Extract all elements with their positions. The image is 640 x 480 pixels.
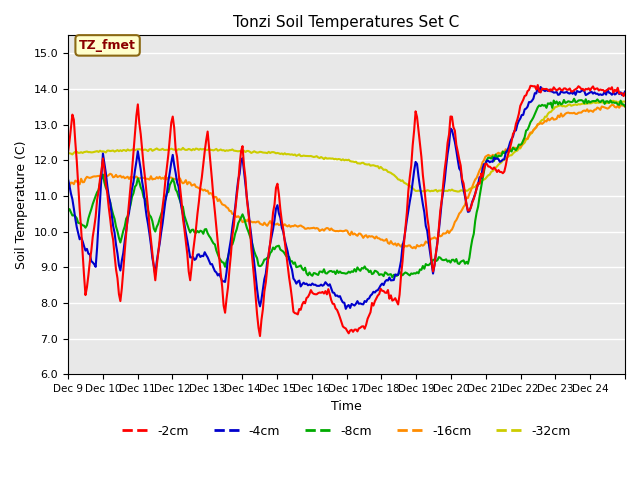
X-axis label: Time: Time bbox=[331, 400, 362, 413]
-8cm bbox=[100, 180, 108, 185]
-16cm bbox=[351, 230, 358, 236]
-16cm bbox=[100, 172, 108, 178]
-8cm bbox=[64, 208, 72, 214]
-8cm bbox=[83, 222, 91, 228]
-16cm bbox=[83, 174, 91, 180]
-8cm bbox=[545, 101, 553, 107]
-2cm bbox=[463, 202, 470, 207]
-4cm bbox=[64, 176, 72, 182]
-32cm bbox=[620, 99, 627, 105]
-2cm bbox=[83, 285, 91, 290]
-2cm bbox=[64, 149, 72, 155]
-16cm bbox=[412, 245, 419, 251]
-8cm bbox=[621, 103, 629, 109]
Line: -32cm: -32cm bbox=[68, 101, 625, 192]
-32cm bbox=[83, 149, 91, 155]
-8cm bbox=[570, 96, 578, 102]
-32cm bbox=[463, 188, 470, 194]
-4cm bbox=[83, 246, 91, 252]
-2cm bbox=[620, 93, 627, 99]
-16cm bbox=[621, 104, 629, 109]
-2cm bbox=[534, 82, 541, 88]
-16cm bbox=[463, 195, 470, 201]
-4cm bbox=[534, 84, 541, 90]
-32cm bbox=[351, 159, 358, 165]
-2cm bbox=[352, 327, 360, 333]
-2cm bbox=[621, 91, 629, 96]
-4cm bbox=[100, 160, 108, 166]
-4cm bbox=[547, 88, 555, 94]
-16cm bbox=[545, 118, 553, 123]
-32cm bbox=[545, 109, 553, 115]
-8cm bbox=[463, 259, 470, 264]
-32cm bbox=[64, 150, 72, 156]
Line: -16cm: -16cm bbox=[68, 105, 625, 248]
-4cm bbox=[620, 91, 627, 97]
-32cm bbox=[609, 98, 617, 104]
-8cm bbox=[388, 275, 396, 280]
-2cm bbox=[256, 333, 264, 339]
Line: -4cm: -4cm bbox=[68, 87, 625, 309]
Line: -2cm: -2cm bbox=[68, 85, 625, 336]
Y-axis label: Soil Temperature (C): Soil Temperature (C) bbox=[15, 141, 28, 269]
-32cm bbox=[621, 99, 629, 105]
-32cm bbox=[433, 189, 441, 194]
Text: TZ_fmet: TZ_fmet bbox=[79, 39, 136, 52]
Legend: -2cm, -4cm, -8cm, -16cm, -32cm: -2cm, -4cm, -8cm, -16cm, -32cm bbox=[117, 420, 576, 443]
-4cm bbox=[342, 306, 349, 312]
Line: -8cm: -8cm bbox=[68, 99, 625, 277]
-2cm bbox=[100, 167, 108, 172]
-4cm bbox=[463, 201, 470, 207]
-32cm bbox=[100, 149, 108, 155]
-16cm bbox=[64, 183, 72, 189]
-16cm bbox=[620, 103, 627, 108]
Title: Tonzi Soil Temperatures Set C: Tonzi Soil Temperatures Set C bbox=[234, 15, 460, 30]
-8cm bbox=[620, 102, 627, 108]
-16cm bbox=[608, 102, 616, 108]
-4cm bbox=[621, 89, 629, 95]
-8cm bbox=[351, 266, 358, 272]
-4cm bbox=[352, 301, 360, 307]
-2cm bbox=[547, 86, 555, 92]
